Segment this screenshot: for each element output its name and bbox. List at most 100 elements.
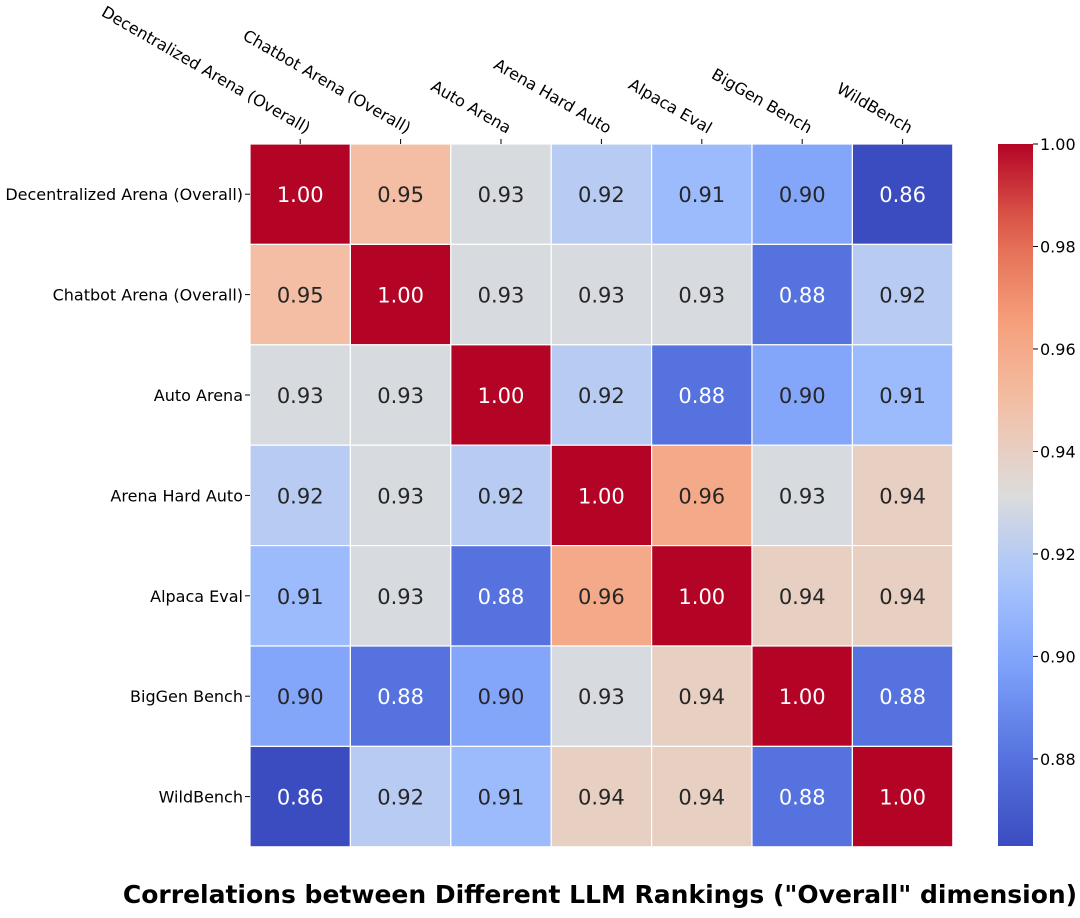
cell-value-label: 1.00 xyxy=(779,685,826,709)
heatmap-cell xyxy=(550,344,653,446)
heatmap-cell xyxy=(349,344,452,446)
heatmap-cell xyxy=(650,143,753,246)
heatmap-cell xyxy=(650,745,753,848)
cell-value-label: 0.88 xyxy=(478,585,525,609)
cell-value-label: 0.93 xyxy=(377,484,424,508)
heatmap-cell xyxy=(851,645,954,748)
heatmap-cell xyxy=(751,344,854,446)
cell-value-label: 0.93 xyxy=(779,484,826,508)
heatmap-cell xyxy=(650,243,753,346)
heatmap-cell xyxy=(851,344,954,446)
cell-value-label: 0.91 xyxy=(678,183,725,207)
column-label: Alpaca Eval xyxy=(625,75,715,138)
heatmap-cell xyxy=(751,444,854,547)
cell-value-label: 0.90 xyxy=(478,685,525,709)
column-label: WildBench xyxy=(833,79,916,138)
colorbar-tick-label: 0.96 xyxy=(1040,340,1076,359)
heatmap-cell xyxy=(851,544,954,647)
heatmap-cell xyxy=(249,745,352,848)
heatmap-cell xyxy=(450,344,552,446)
column-label: Decentralized Arena (Overall) xyxy=(98,2,313,137)
heatmap-cell xyxy=(650,645,753,748)
cell-value-label: 0.96 xyxy=(678,484,725,508)
row-label: BigGen Bench xyxy=(130,687,243,706)
cell-value-label: 0.92 xyxy=(277,484,324,508)
heatmap-cell xyxy=(550,645,653,748)
cell-value-label: 0.93 xyxy=(377,585,424,609)
heatmap-cell xyxy=(249,645,352,748)
cell-value-label: 1.00 xyxy=(277,183,324,207)
row-label: Chatbot Arena (Overall) xyxy=(53,286,243,305)
cell-value-label: 0.94 xyxy=(779,585,826,609)
cell-value-label: 0.92 xyxy=(478,484,525,508)
cell-value-label: 0.91 xyxy=(277,585,324,609)
heatmap-cell xyxy=(249,143,352,246)
cell-value-label: 1.00 xyxy=(678,585,725,609)
heatmap-cell xyxy=(751,745,854,848)
heatmap-cell xyxy=(851,243,954,346)
cell-value-label: 0.95 xyxy=(377,183,424,207)
heatmap-cell xyxy=(851,444,954,547)
heatmap-cell xyxy=(851,745,954,848)
row-labels: Decentralized Arena (Overall) Chatbot Are… xyxy=(5,185,250,807)
column-label: Chatbot Arena (Overall) xyxy=(240,26,414,138)
row-label: WildBench xyxy=(159,788,243,807)
colorbar: 0.88 0.90 0.92 0.94 0.96 0.98 1.00 xyxy=(998,135,1076,846)
cell-value-label: 0.94 xyxy=(879,585,926,609)
row-label: Arena Hard Auto xyxy=(110,486,243,505)
cell-value-label: 0.92 xyxy=(578,384,625,408)
cell-value-label: 0.86 xyxy=(879,183,926,207)
cell-value-label: 0.88 xyxy=(377,685,424,709)
cell-value-label: 0.93 xyxy=(478,183,525,207)
heatmap-cell xyxy=(550,745,653,848)
heatmap-cell xyxy=(450,645,552,748)
cell-value-label: 0.88 xyxy=(779,284,826,308)
row-label: Auto Arena xyxy=(154,386,243,405)
cell-value-label: 0.90 xyxy=(779,183,826,207)
cell-value-label: 0.93 xyxy=(578,685,625,709)
cell-value-label: 0.88 xyxy=(779,786,826,810)
row-label: Alpaca Eval xyxy=(150,587,243,606)
cell-value-label: 0.93 xyxy=(277,384,324,408)
heatmap-cell xyxy=(550,444,653,547)
colorbar-tick-label: 0.92 xyxy=(1040,545,1076,564)
cell-value-label: 0.95 xyxy=(277,284,324,308)
heatmap-cell xyxy=(349,645,452,748)
heatmap-cell xyxy=(249,544,352,647)
cell-value-label: 1.00 xyxy=(377,284,424,308)
heatmap-cell xyxy=(751,143,854,246)
cell-value-label: 1.00 xyxy=(879,786,926,810)
cell-value-label: 0.92 xyxy=(879,284,926,308)
colorbar-tick-label: 1.00 xyxy=(1040,135,1076,154)
colorbar-tick-label: 0.90 xyxy=(1040,647,1076,666)
cell-value-label: 0.94 xyxy=(678,786,725,810)
cell-value-label: 0.93 xyxy=(478,284,525,308)
cell-value-label: 0.91 xyxy=(478,786,525,810)
heatmap-cell-labels: 1.00 0.95 0.93 0.92 0.91 0.90 0.86 0.95 1.00 0.93… xyxy=(277,183,926,809)
cell-value-label: 1.00 xyxy=(478,384,525,408)
cell-value-label: 0.88 xyxy=(879,685,926,709)
cell-value-label: 0.90 xyxy=(277,685,324,709)
cell-value-label: 0.94 xyxy=(879,484,926,508)
row-label: Decentralized Arena (Overall) xyxy=(5,185,243,204)
cell-value-label: 0.94 xyxy=(578,786,625,810)
cell-value-label: 0.92 xyxy=(578,183,625,207)
column-label: Auto Arena xyxy=(428,76,515,137)
cell-value-label: 0.92 xyxy=(377,786,424,810)
cell-value-label: 0.93 xyxy=(578,284,625,308)
colorbar-gradient xyxy=(998,144,1033,846)
cell-value-label: 0.93 xyxy=(678,284,725,308)
heatmap-cell xyxy=(450,544,552,647)
heatmap-cell xyxy=(349,143,452,246)
colorbar-tick-label: 0.98 xyxy=(1040,237,1076,256)
colorbar-tick-label: 0.94 xyxy=(1040,442,1076,461)
cell-value-label: 0.88 xyxy=(678,384,725,408)
heatmap-cells xyxy=(249,143,954,848)
cell-value-label: 1.00 xyxy=(578,484,625,508)
heatmap-cell xyxy=(450,243,552,346)
column-labels: Decentralized Arena (Overall)Chatbot Are… xyxy=(98,2,916,144)
cell-value-label: 0.94 xyxy=(678,685,725,709)
cell-value-label: 0.86 xyxy=(277,786,324,810)
colorbar-tick-label: 0.88 xyxy=(1040,750,1076,769)
